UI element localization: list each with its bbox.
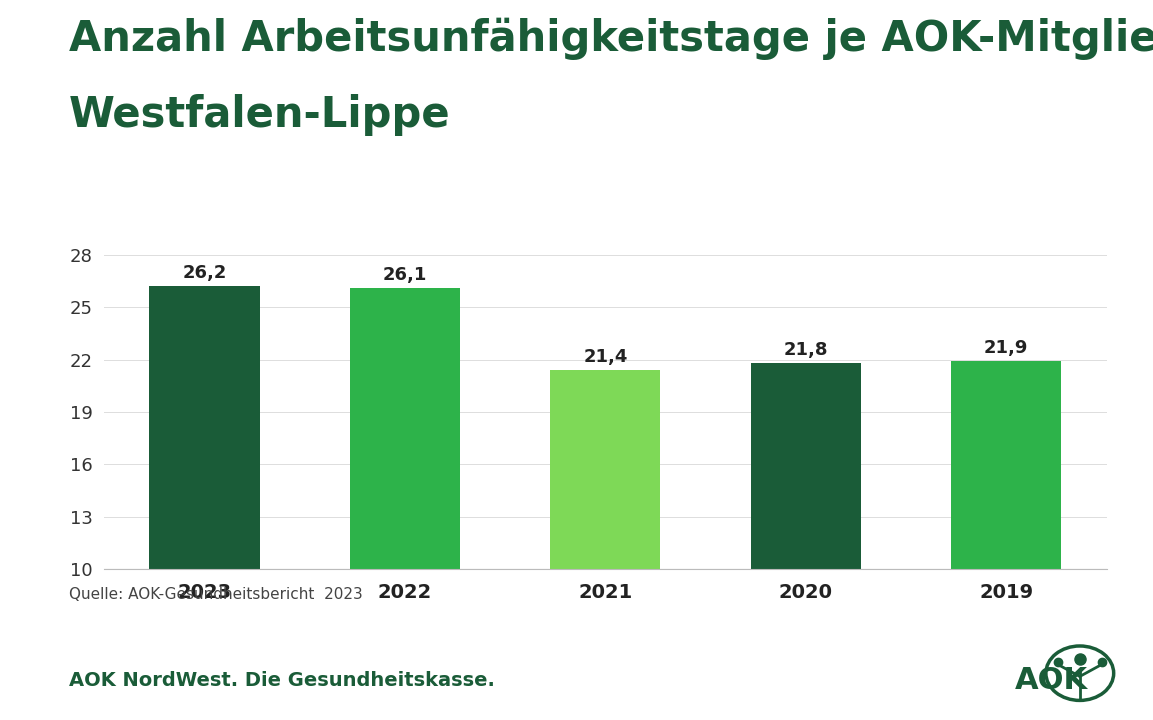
Bar xyxy=(751,363,861,569)
Text: 21,4: 21,4 xyxy=(583,348,627,366)
Bar xyxy=(951,361,1061,569)
Text: 21,8: 21,8 xyxy=(784,341,828,359)
Text: AOK NordWest. Die Gesundheitskasse.: AOK NordWest. Die Gesundheitskasse. xyxy=(69,671,495,690)
Text: 21,9: 21,9 xyxy=(984,339,1028,357)
Bar xyxy=(349,288,460,569)
Text: Anzahl Arbeitsunfähigkeitstage je AOK-Mitglied in: Anzahl Arbeitsunfähigkeitstage je AOK-Mi… xyxy=(69,18,1153,60)
Text: 26,1: 26,1 xyxy=(383,266,427,284)
Text: AOK: AOK xyxy=(1015,666,1087,695)
Text: Quelle: AOK-Gesundheitsbericht  2023: Quelle: AOK-Gesundheitsbericht 2023 xyxy=(69,587,363,602)
Bar xyxy=(150,287,259,569)
Text: 26,2: 26,2 xyxy=(182,264,227,282)
Bar xyxy=(550,370,661,569)
Text: Westfalen-Lippe: Westfalen-Lippe xyxy=(69,94,451,135)
